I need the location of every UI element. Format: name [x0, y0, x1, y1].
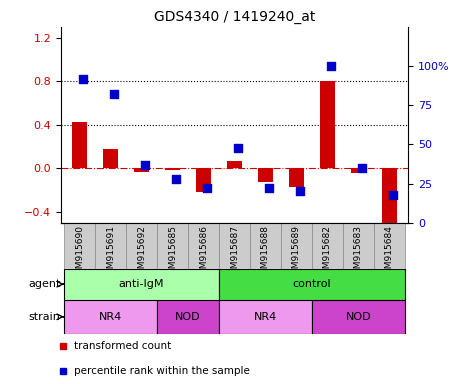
Text: GSM915683: GSM915683 — [354, 225, 363, 280]
Text: GSM915689: GSM915689 — [292, 225, 301, 280]
Bar — [250, 223, 281, 269]
Bar — [64, 300, 157, 334]
Bar — [374, 223, 405, 269]
Bar — [165, 168, 180, 170]
Title: GDS4340 / 1419240_at: GDS4340 / 1419240_at — [154, 10, 315, 25]
Bar — [64, 223, 95, 269]
Bar — [351, 168, 366, 173]
Bar — [188, 223, 219, 269]
Bar — [343, 223, 374, 269]
Point — [296, 188, 304, 194]
Text: GSM915691: GSM915691 — [106, 225, 115, 280]
Point — [327, 63, 335, 69]
Point — [142, 162, 149, 168]
Bar — [157, 300, 219, 334]
Point — [234, 144, 242, 151]
Bar — [134, 168, 149, 172]
Text: anti-IgM: anti-IgM — [119, 279, 164, 289]
Text: GSM915686: GSM915686 — [199, 225, 208, 280]
Point — [80, 76, 87, 82]
Bar — [289, 168, 304, 187]
Bar — [320, 81, 335, 168]
Point — [389, 192, 397, 198]
Text: transformed count: transformed count — [74, 341, 171, 351]
Text: GSM915690: GSM915690 — [75, 225, 84, 280]
Bar — [64, 269, 219, 300]
Text: percentile rank within the sample: percentile rank within the sample — [74, 366, 250, 376]
Text: NOD: NOD — [175, 312, 201, 322]
Bar — [103, 149, 118, 168]
Point — [204, 185, 211, 191]
Bar — [258, 168, 273, 182]
Point — [358, 165, 366, 171]
Bar — [227, 161, 242, 168]
Text: GSM915684: GSM915684 — [385, 225, 394, 280]
Text: agent: agent — [28, 279, 61, 289]
Bar — [72, 121, 87, 168]
Text: NR4: NR4 — [254, 312, 277, 322]
Text: GSM915688: GSM915688 — [261, 225, 270, 280]
Text: NR4: NR4 — [99, 312, 122, 322]
Bar — [95, 223, 126, 269]
Text: GSM915692: GSM915692 — [137, 225, 146, 280]
Text: control: control — [293, 279, 331, 289]
Bar — [126, 223, 157, 269]
Bar — [281, 223, 312, 269]
Point — [173, 176, 180, 182]
Text: GSM915682: GSM915682 — [323, 225, 332, 280]
Bar — [157, 223, 188, 269]
Point — [111, 91, 118, 97]
Bar — [312, 223, 343, 269]
Text: GSM915685: GSM915685 — [168, 225, 177, 280]
Bar — [219, 223, 250, 269]
Bar — [312, 300, 405, 334]
Text: NOD: NOD — [346, 312, 371, 322]
Bar — [219, 269, 405, 300]
Text: GSM915687: GSM915687 — [230, 225, 239, 280]
Text: strain: strain — [29, 312, 61, 322]
Bar — [219, 300, 312, 334]
Bar — [382, 168, 397, 225]
Point — [265, 185, 273, 191]
Bar — [196, 168, 211, 192]
